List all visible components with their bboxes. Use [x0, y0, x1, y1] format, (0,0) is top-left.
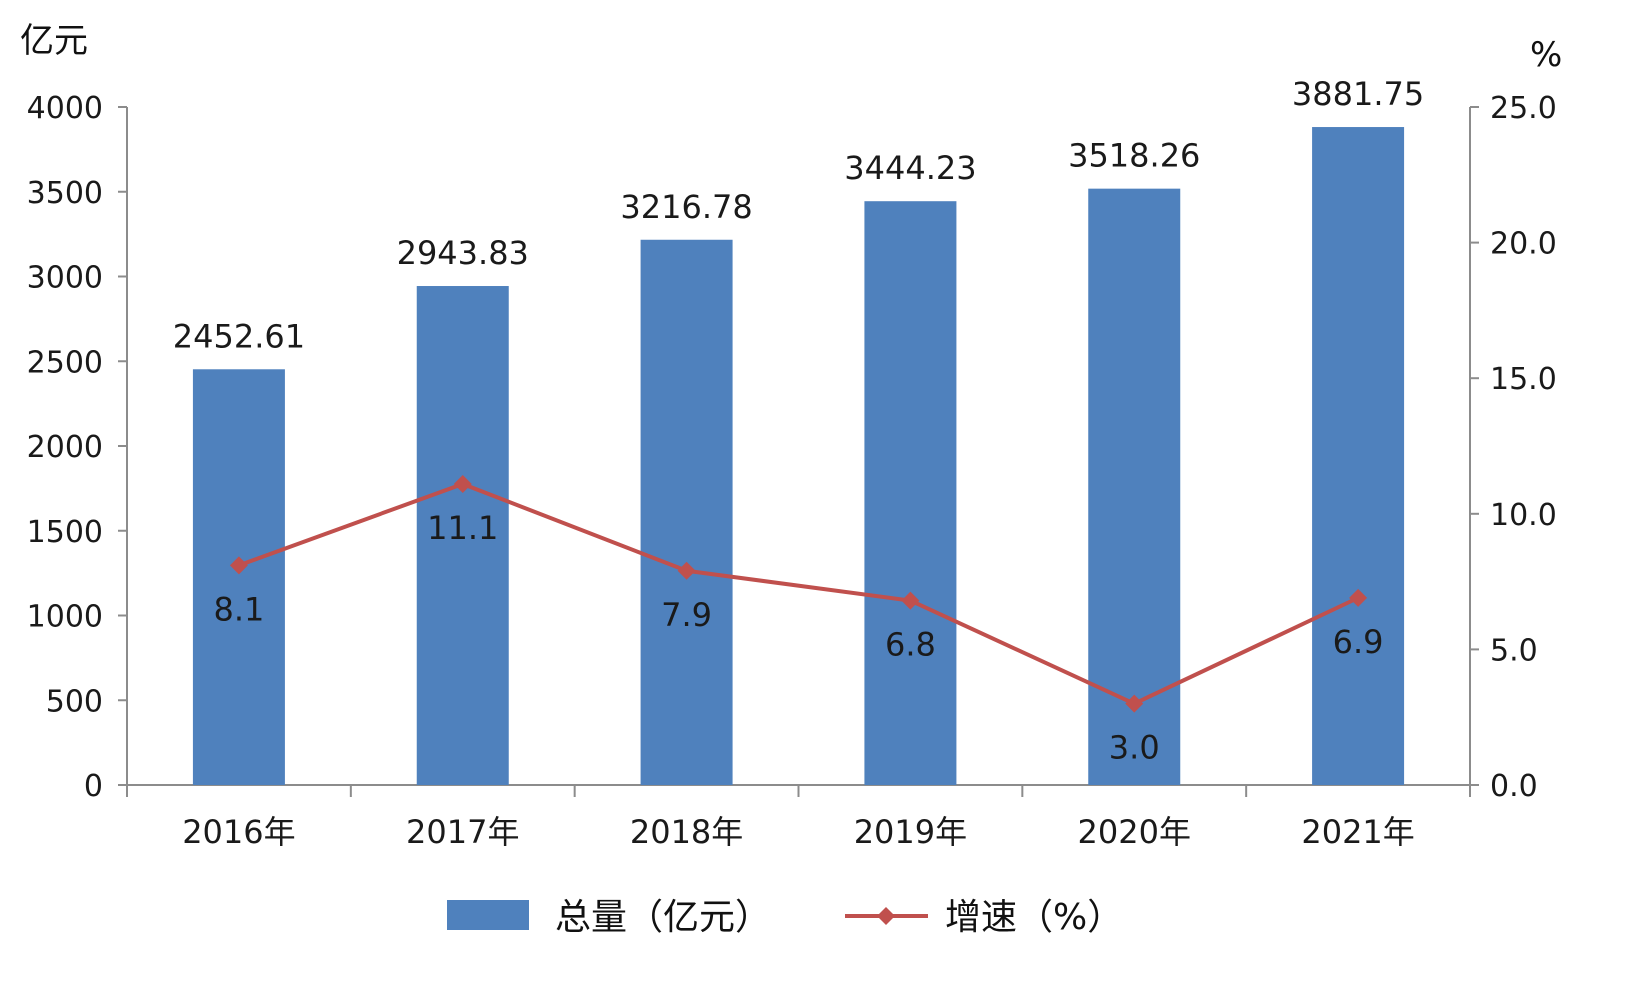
legend: 总量（亿元） 增速（%）: [447, 897, 1123, 938]
line-value-label: 8.1: [213, 590, 264, 628]
line-value-label: 3.0: [1109, 729, 1160, 767]
legend-line-marker: [877, 907, 895, 925]
left-tick-label: 4000: [27, 91, 103, 126]
line-marker: [229, 556, 248, 575]
left-tick-label: 1500: [27, 515, 103, 550]
line-marker: [901, 591, 920, 610]
line-value-label: 11.1: [427, 509, 498, 547]
legend-bar-swatch: [447, 900, 529, 930]
bar: [1088, 188, 1181, 786]
bar-value-label: 3216.78: [620, 188, 752, 226]
right-tick-label: 0.0: [1490, 769, 1538, 804]
right-tick-label: 20.0: [1490, 227, 1557, 262]
right-tick-label: 25.0: [1490, 91, 1557, 126]
line-marker: [1125, 694, 1144, 713]
bar-data-labels: 2452.61 2943.83 3216.78 3444.23 3518.26 3881.…: [173, 75, 1424, 355]
x-category-label: 2019年: [854, 813, 967, 851]
left-tick-label: 2000: [27, 430, 103, 465]
bar-value-label: 3518.26: [1068, 137, 1200, 175]
x-category-label: 2018年: [630, 813, 743, 851]
bar: [864, 201, 957, 786]
x-category-label: 2016年: [182, 813, 295, 851]
left-tick-label: 1000: [27, 600, 103, 635]
left-tick-label: 2500: [27, 345, 103, 380]
bar: [416, 286, 509, 785]
right-axis-unit: %: [1530, 35, 1562, 75]
legend-bar-label: 总量（亿元）: [555, 897, 771, 938]
right-tick-label: 5.0: [1490, 633, 1538, 668]
bar: [640, 239, 733, 785]
x-category-label: 2021年: [1301, 813, 1414, 851]
legend-line-label: 增速（%）: [945, 897, 1123, 938]
left-tick-label: 0: [84, 769, 103, 804]
left-tick-label: 500: [46, 684, 103, 719]
line-value-label: 6.9: [1333, 623, 1384, 661]
right-tick-label: 10.0: [1490, 498, 1557, 533]
right-axis: 0.0 5.0 10.0 15.0 20.0 25.0: [1469, 91, 1557, 804]
left-tick-label: 3500: [27, 176, 103, 211]
x-axis: 2016年 2017年 2018年 2019年 2020年 2021年: [126, 784, 1471, 851]
bar-series: [192, 127, 1405, 786]
left-axis-unit: 亿元: [20, 21, 88, 61]
line-data-labels: 8.1 11.1 7.9 6.8 3.0 6.9: [213, 509, 1383, 767]
bar: [1312, 127, 1405, 785]
x-category-label: 2020年: [1078, 813, 1191, 851]
bar: [192, 369, 285, 785]
line-value-label: 6.8: [885, 626, 936, 664]
left-axis: 0 500 1000 1500 2000 2500 3000 3500 4000: [27, 91, 128, 804]
line-marker: [453, 474, 472, 493]
bar-value-label: 3881.75: [1292, 75, 1424, 113]
growth-line: [238, 481, 1359, 706]
bar-value-label: 3444.23: [844, 149, 976, 187]
line-marker: [1349, 588, 1368, 607]
line-series: [229, 474, 1368, 713]
bar-value-label: 2452.61: [173, 317, 305, 355]
left-tick-label: 3000: [27, 261, 103, 296]
right-tick-label: 15.0: [1490, 362, 1557, 397]
x-category-label: 2017年: [406, 813, 519, 851]
bar-value-label: 2943.83: [397, 234, 529, 272]
line-value-label: 7.9: [661, 596, 712, 634]
line-marker: [677, 561, 696, 580]
